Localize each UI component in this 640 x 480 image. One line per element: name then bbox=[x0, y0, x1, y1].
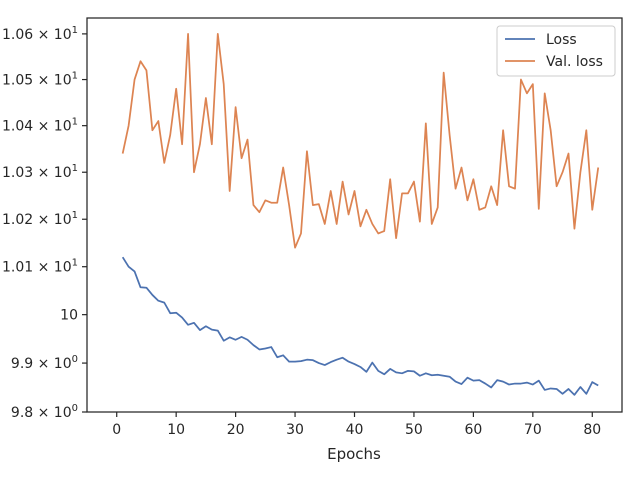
y-tick-label: 1.03 × 101 bbox=[2, 163, 78, 181]
y-axis: 9.8 × 100 9.9 × 100 10 1.01 × 101 1.02 × 101… bbox=[2, 25, 87, 421]
y-tick-label: 1.04 × 101 bbox=[2, 117, 78, 135]
x-tick-label: 30 bbox=[286, 422, 304, 438]
y-tick-label: 1.01 × 101 bbox=[2, 258, 78, 276]
y-tick-label: 9.8 × 100 bbox=[11, 403, 78, 421]
x-tick-label: 20 bbox=[227, 422, 245, 438]
x-tick-label: 50 bbox=[405, 422, 423, 438]
legend-label-val-loss: Val. loss bbox=[546, 54, 603, 70]
y-tick-label: 1.02 × 101 bbox=[2, 210, 78, 228]
x-tick-label: 40 bbox=[346, 422, 364, 438]
x-tick-label: 80 bbox=[583, 422, 601, 438]
legend-label-loss: Loss bbox=[546, 32, 577, 48]
x-tick-label: 0 bbox=[112, 422, 121, 438]
x-tick-label: 60 bbox=[464, 422, 482, 438]
y-tick-label: 10 bbox=[60, 308, 78, 324]
x-tick-label: 10 bbox=[167, 422, 185, 438]
legend: Loss Val. loss bbox=[496, 25, 616, 77]
series-line-val-loss bbox=[121, 33, 600, 249]
y-tick-label: 1.05 × 101 bbox=[2, 71, 78, 89]
series-layer bbox=[121, 33, 600, 396]
y-tick-label: 1.06 × 101 bbox=[2, 25, 78, 43]
plot-frame bbox=[86, 17, 623, 413]
x-axis: 0 10 20 30 40 50 60 70 80 bbox=[112, 412, 601, 438]
x-tick-label: 70 bbox=[524, 422, 542, 438]
x-axis-title: Epochs bbox=[327, 445, 381, 463]
y-tick-label: 9.9 × 100 bbox=[11, 354, 78, 372]
series-line-loss bbox=[121, 256, 599, 396]
